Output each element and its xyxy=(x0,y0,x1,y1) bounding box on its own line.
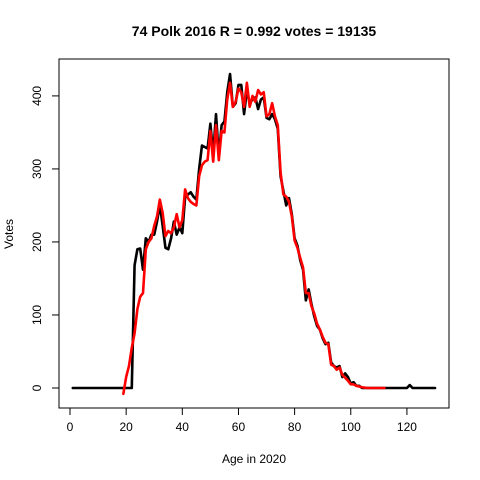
x-tick-label: 0 xyxy=(67,420,74,434)
y-tick-label: 300 xyxy=(30,159,44,179)
y-axis-label: Votes xyxy=(2,219,16,249)
x-tick-label: 100 xyxy=(341,420,361,434)
x-tick-label: 40 xyxy=(176,420,190,434)
x-tick-label: 80 xyxy=(288,420,302,434)
chart-title: 74 Polk 2016 R = 0.992 votes = 19135 xyxy=(132,23,377,39)
x-tick-label: 60 xyxy=(232,420,246,434)
y-tick-label: 0 xyxy=(30,384,44,391)
x-tick-label: 120 xyxy=(397,420,417,434)
x-axis: 0 20 40 60 80 100 120 xyxy=(67,407,417,434)
y-tick-label: 400 xyxy=(30,86,44,106)
series-line-2 xyxy=(122,81,386,396)
series-layer xyxy=(71,72,437,396)
x-axis-label: Age in 2020 xyxy=(222,452,286,466)
y-axis: 0 100 200 300 400 xyxy=(30,86,60,391)
y-tick-label: 100 xyxy=(30,305,44,325)
x-tick-label: 20 xyxy=(119,420,133,434)
y-tick-label: 200 xyxy=(30,232,44,252)
